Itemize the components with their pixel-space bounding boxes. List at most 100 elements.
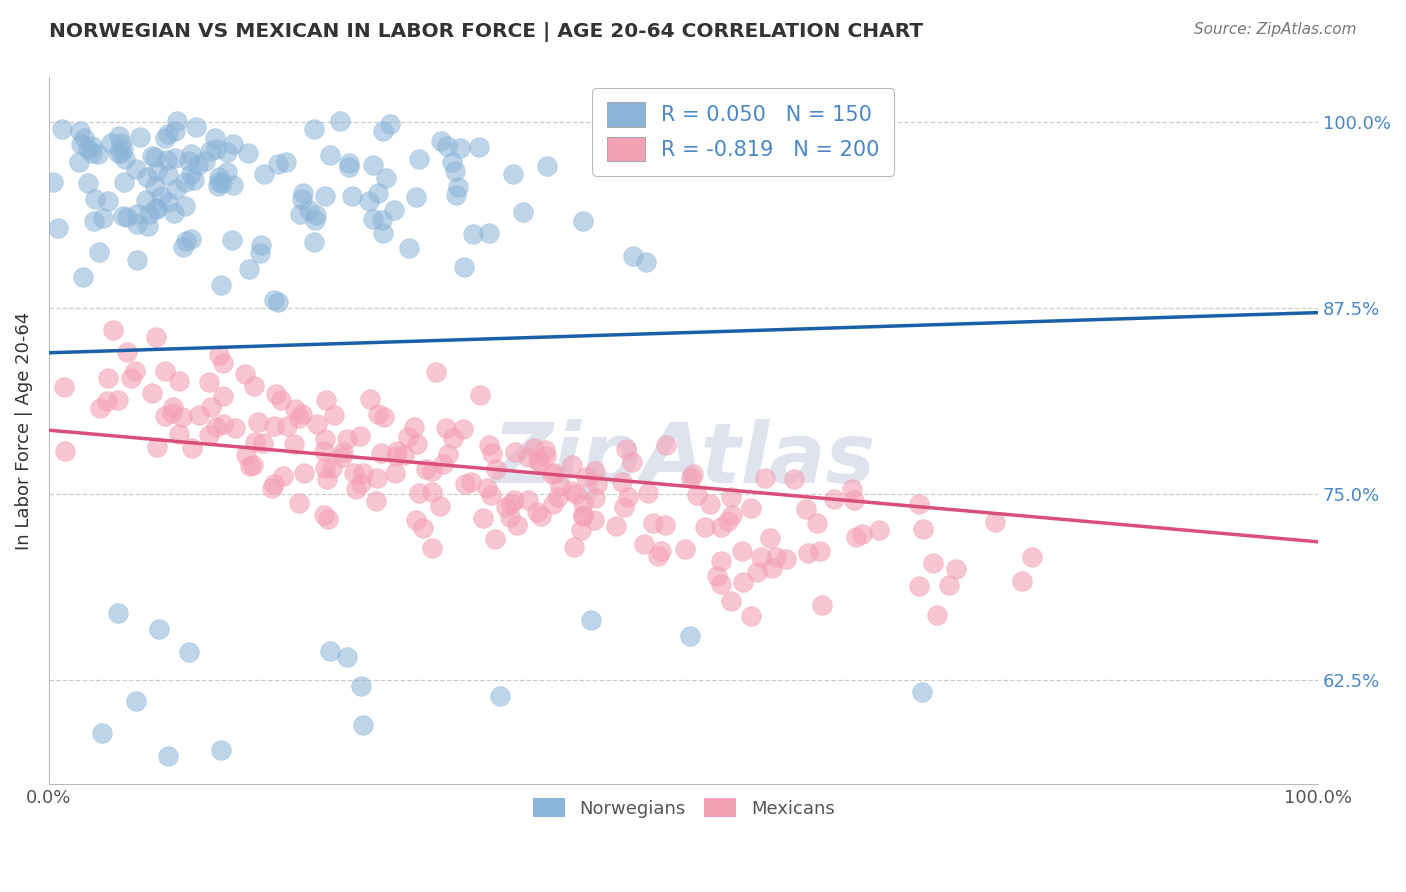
Point xyxy=(42,175,65,189)
Point xyxy=(53,443,76,458)
Point xyxy=(186,120,208,135)
Point xyxy=(146,202,169,216)
Point xyxy=(561,484,583,499)
Point xyxy=(488,689,510,703)
Point xyxy=(165,182,187,196)
Point xyxy=(654,518,676,533)
Point xyxy=(253,167,276,181)
Point xyxy=(276,419,298,434)
Point xyxy=(517,450,540,465)
Point xyxy=(165,123,187,137)
Point xyxy=(775,551,797,566)
Point xyxy=(180,146,202,161)
Point xyxy=(283,437,305,451)
Point xyxy=(266,294,288,309)
Point xyxy=(370,446,392,460)
Point xyxy=(167,426,190,441)
Point xyxy=(463,227,485,241)
Point xyxy=(783,472,806,486)
Point xyxy=(412,520,434,534)
Point xyxy=(174,234,197,248)
Point xyxy=(617,490,640,504)
Point xyxy=(245,435,267,450)
Point xyxy=(291,186,314,201)
Point xyxy=(384,466,406,480)
Point xyxy=(682,467,704,481)
Point xyxy=(120,370,142,384)
Point xyxy=(143,178,166,193)
Point xyxy=(239,458,262,473)
Point xyxy=(371,213,394,227)
Point xyxy=(143,150,166,164)
Point xyxy=(605,519,627,533)
Point xyxy=(621,249,644,263)
Point xyxy=(103,323,125,337)
Point xyxy=(344,482,367,496)
Point xyxy=(111,142,134,156)
Point xyxy=(46,221,69,235)
Point xyxy=(759,531,782,545)
Point xyxy=(89,244,111,259)
Point xyxy=(215,165,238,179)
Point xyxy=(529,455,551,469)
Point xyxy=(366,471,388,485)
Point xyxy=(208,175,231,189)
Point xyxy=(343,466,366,480)
Point xyxy=(180,231,202,245)
Point xyxy=(187,158,209,172)
Point xyxy=(97,371,120,385)
Point xyxy=(583,491,606,505)
Point xyxy=(197,427,219,442)
Point xyxy=(167,374,190,388)
Point xyxy=(252,436,274,450)
Point xyxy=(745,566,768,580)
Point xyxy=(1021,549,1043,564)
Point xyxy=(706,568,728,582)
Point xyxy=(100,136,122,151)
Point xyxy=(650,543,672,558)
Point xyxy=(107,393,129,408)
Point xyxy=(740,501,762,516)
Point xyxy=(336,649,359,664)
Point xyxy=(806,516,828,530)
Point xyxy=(523,441,546,455)
Point xyxy=(114,152,136,166)
Point xyxy=(83,192,105,206)
Point xyxy=(274,155,297,169)
Point xyxy=(181,441,204,455)
Point xyxy=(506,518,529,533)
Point xyxy=(548,479,571,493)
Point xyxy=(138,207,160,221)
Point xyxy=(470,388,492,402)
Point xyxy=(912,522,935,536)
Point xyxy=(179,154,201,169)
Point xyxy=(749,550,772,565)
Point xyxy=(371,124,394,138)
Point xyxy=(217,145,239,160)
Point xyxy=(145,440,167,454)
Point xyxy=(208,348,231,362)
Point xyxy=(337,160,360,174)
Point xyxy=(125,694,148,708)
Point xyxy=(503,492,526,507)
Point xyxy=(314,189,336,203)
Point xyxy=(562,540,585,554)
Point xyxy=(156,194,179,209)
Point xyxy=(720,490,742,504)
Point xyxy=(467,140,489,154)
Point xyxy=(811,598,834,612)
Point xyxy=(503,445,526,459)
Point xyxy=(145,330,167,344)
Point xyxy=(420,541,443,556)
Point xyxy=(561,458,583,472)
Point xyxy=(337,156,360,170)
Point xyxy=(263,293,285,307)
Point xyxy=(636,255,658,269)
Point xyxy=(250,237,273,252)
Point xyxy=(454,477,477,491)
Point xyxy=(183,172,205,186)
Point xyxy=(841,482,863,496)
Point xyxy=(437,447,460,461)
Point xyxy=(1011,574,1033,588)
Point xyxy=(572,214,595,228)
